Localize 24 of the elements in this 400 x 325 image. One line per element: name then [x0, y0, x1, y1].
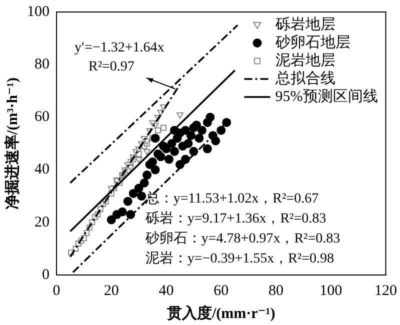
- legend-label: 95%预测区间线: [275, 88, 378, 105]
- y-tick-label: 40: [34, 162, 50, 178]
- legend-label: 砂卵石地层: [274, 34, 350, 51]
- x-tick-label: 120: [374, 282, 397, 299]
- annotation: y′=−1.32+1.64x R²=0.97: [74, 40, 164, 75]
- y-axis-title: 净掘进速率/(m³·h⁻¹): [2, 78, 21, 210]
- x-axis-title: 贯入度/(mm·r⁻¹): [166, 304, 276, 322]
- x-tick-label: 20: [104, 282, 119, 299]
- y-tick-label: 80: [34, 56, 50, 73]
- y-tick-label: 0: [42, 266, 50, 283]
- y-tick-label: 20: [34, 214, 50, 230]
- legend-label: 泥岩地层: [275, 52, 336, 69]
- annotation: 砂卵石：y=4.78+0.97x，R²=0.83: [144, 230, 340, 247]
- x-tick-label: 60: [214, 282, 229, 299]
- annotation: 砾岩：y=9.17+1.36x，R²=0.83: [144, 210, 326, 227]
- x-tick-label: 80: [268, 282, 284, 299]
- y-tick-label: 100: [27, 4, 50, 20]
- x-tick-label: 40: [158, 282, 174, 299]
- annotation: 泥岩：y=−0.39+1.55x，R²=0.98: [145, 250, 334, 267]
- x-tick-label: 100: [320, 282, 342, 299]
- y-tick-label: 60: [34, 109, 50, 126]
- x-tick-label: 0: [52, 282, 60, 299]
- legend-label: 总拟合线: [274, 70, 336, 87]
- legend-label: 砾岩地层: [274, 16, 336, 33]
